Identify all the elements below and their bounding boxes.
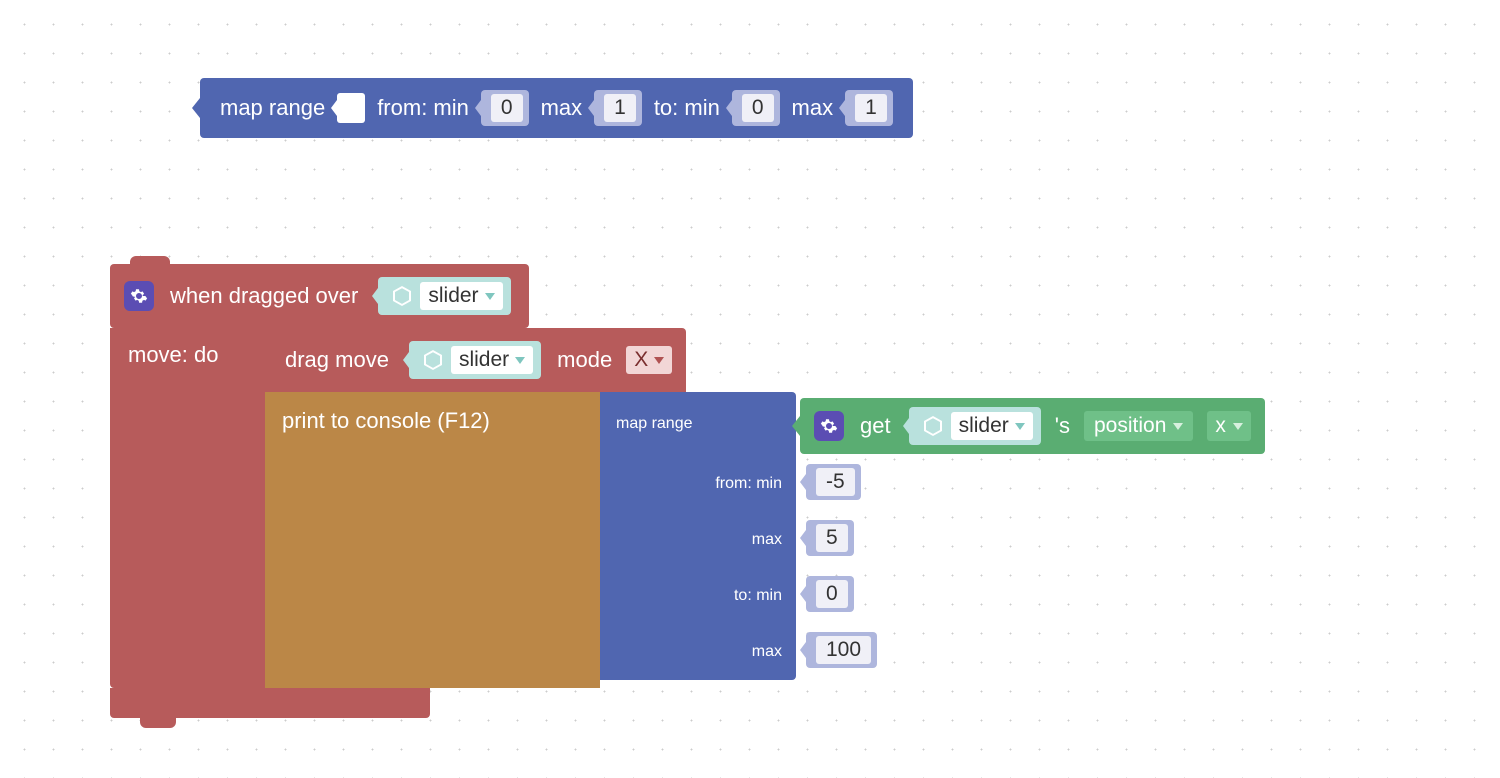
chevron-down-icon: [515, 357, 525, 364]
when-dragged-label: when dragged over: [170, 283, 358, 309]
to-min-label: to: min: [654, 95, 720, 121]
map-to-min-field[interactable]: 0: [806, 576, 854, 612]
drag-move-label: drag move: [285, 347, 389, 373]
drag-target-slot[interactable]: slider: [378, 277, 510, 315]
map-range-vertical[interactable]: map range from: min max to: min max: [600, 392, 796, 680]
chevron-down-icon: [1173, 423, 1183, 430]
attribute-value: position: [1094, 414, 1166, 438]
cube-icon: [390, 284, 414, 308]
to-min-value: 0: [742, 94, 774, 122]
get-target-dropdown[interactable]: slider: [951, 412, 1033, 440]
map-to-max-value: 100: [816, 636, 871, 664]
to-min-field[interactable]: 0: [732, 90, 780, 126]
mode-value: X: [634, 348, 648, 372]
apostrophe-s: 's: [1055, 413, 1070, 439]
to-min-label: to: min: [734, 587, 782, 605]
map-range-label: map range: [220, 95, 325, 121]
from-max-label: max: [752, 531, 782, 549]
chevron-down-icon: [654, 357, 664, 364]
get-target-slot[interactable]: slider: [909, 407, 1041, 445]
mode-dropdown[interactable]: X: [626, 346, 672, 374]
get-target-value: slider: [959, 414, 1009, 438]
event-block-body: [110, 328, 265, 688]
map-from-max-field[interactable]: 5: [806, 520, 854, 556]
chevron-down-icon: [1015, 423, 1025, 430]
drag-target-value: slider: [428, 284, 478, 308]
print-console-label: print to console (F12): [282, 408, 490, 434]
map-from-min-value: -5: [816, 468, 855, 496]
chevron-down-icon: [485, 293, 495, 300]
chevron-down-icon: [1233, 423, 1243, 430]
from-min-field[interactable]: 0: [481, 90, 529, 126]
attribute-dropdown[interactable]: position: [1084, 411, 1193, 441]
drag-target-dropdown[interactable]: slider: [420, 282, 502, 310]
map-to-max-field[interactable]: 100: [806, 632, 877, 668]
cube-icon: [421, 348, 445, 372]
from-min-label: from: min: [377, 95, 469, 121]
move-do-label: move: do: [128, 342, 219, 368]
event-block-tab: [140, 718, 176, 728]
from-max-label: max: [541, 95, 583, 121]
from-min-value: 0: [491, 94, 523, 122]
event-block-footer: [110, 688, 430, 718]
map-range-label: map range: [616, 415, 693, 433]
to-max-value: 1: [855, 94, 887, 122]
drag-move-target-value: slider: [459, 348, 509, 372]
axis-dropdown[interactable]: x: [1207, 411, 1251, 441]
map-range-input-socket[interactable]: [337, 93, 365, 123]
drag-move-target-dropdown[interactable]: slider: [451, 346, 533, 374]
gear-icon[interactable]: [814, 411, 844, 441]
map-to-min-value: 0: [816, 580, 848, 608]
to-max-label: max: [792, 95, 834, 121]
print-console-block[interactable]: [265, 392, 600, 688]
get-attribute-block[interactable]: get slider 's position x: [800, 398, 1265, 454]
get-label: get: [860, 413, 891, 439]
from-max-value: 1: [604, 94, 636, 122]
mode-label: mode: [557, 347, 612, 373]
gear-icon[interactable]: [124, 281, 154, 311]
axis-value: x: [1215, 414, 1226, 438]
map-from-min-field[interactable]: -5: [806, 464, 861, 500]
from-max-field[interactable]: 1: [594, 90, 642, 126]
to-max-label: max: [752, 643, 782, 661]
drag-move-target-slot[interactable]: slider: [409, 341, 541, 379]
when-dragged-over-block[interactable]: when dragged over slider: [110, 264, 529, 328]
map-range-block[interactable]: map range from: min 0 max 1 to: min 0 ma…: [200, 78, 913, 138]
from-min-label: from: min: [715, 475, 782, 493]
map-from-max-value: 5: [816, 524, 848, 552]
to-max-field[interactable]: 1: [845, 90, 893, 126]
drag-move-block[interactable]: drag move slider mode X: [265, 328, 686, 392]
cube-icon: [921, 414, 945, 438]
